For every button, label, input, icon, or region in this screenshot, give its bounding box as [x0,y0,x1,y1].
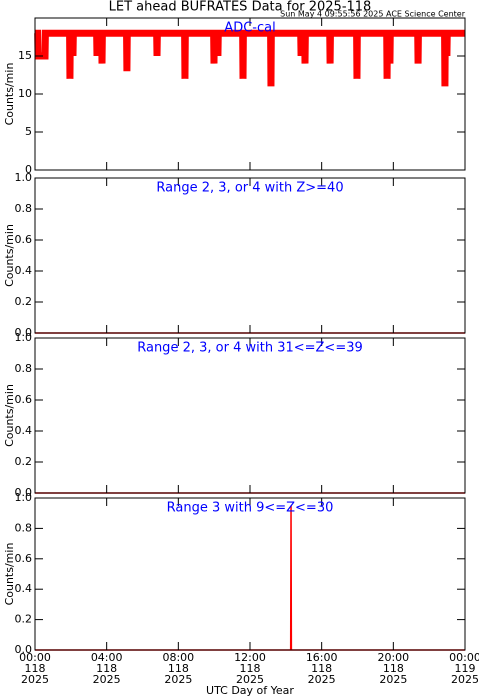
x-tick-year: 2025 [379,673,407,686]
y-tick-label: 0.2 [15,613,33,626]
chart-title: LET ahead BUFRATES Data for 2025-118 [109,0,372,15]
y-axis-label: Counts/min [3,63,16,126]
x-tick-label: 00:00 [19,651,51,664]
x-tick-day: 118 [240,662,261,675]
x-tick-day: 118 [311,662,332,675]
x-tick-label: 16:00 [306,651,338,664]
x-tick-label: 12:00 [234,651,266,664]
x-tick-day: 118 [168,662,189,675]
y-axis-label: Counts/min [3,384,16,447]
x-tick-year: 2025 [93,673,121,686]
x-tick-label: 20:00 [377,651,409,664]
y-tick-label: 0.0 [15,326,33,339]
y-tick-label: 0.4 [15,424,33,437]
y-tick-label: 0.2 [15,295,33,308]
y-axis-label: Counts/min [3,543,16,606]
x-tick-year: 2025 [164,673,192,686]
y-tick-label: 1.0 [15,171,33,184]
x-tick-label: 04:00 [91,651,123,664]
y-tick-label: 0.0 [15,486,33,499]
y-tick-label: 5 [25,125,32,138]
x-axis-label: UTC Day of Year [206,684,294,697]
y-tick-label: 0.2 [15,455,33,468]
panel-title: Range 3 with 9<=Z<=30 [167,501,334,516]
y-tick-label: 0.8 [15,202,33,215]
x-tick-year: 2025 [21,673,49,686]
x-tick-year: 2025 [451,673,479,686]
x-tick-day: 118 [383,662,404,675]
y-axis-label: Counts/min [3,224,16,287]
y-tick-label: 0.4 [15,264,33,277]
x-tick-label: 00:00 [449,651,479,664]
data-line [34,29,465,87]
panel-title: Range 2, 3, or 4 with 31<=Z<=39 [137,341,363,356]
y-tick-label: 0.8 [15,362,33,375]
y-tick-label: 0.4 [15,582,33,595]
y-tick-label: 0.6 [15,233,33,246]
x-tick-day: 118 [25,662,46,675]
y-tick-label: 10 [18,87,32,100]
x-tick-day: 118 [96,662,117,675]
y-tick-label: 0.8 [15,521,33,534]
x-tick-label: 08:00 [162,651,194,664]
y-tick-label: 0.6 [15,393,33,406]
y-tick-label: 0.0 [15,643,33,656]
y-tick-label: 1.0 [15,491,33,504]
x-tick-day: 119 [455,662,476,675]
y-tick-label: 1.0 [15,331,33,344]
timestamp: Sun May 4 09:55:56 2025 ACE Science Cent… [280,10,466,19]
panel-title: Range 2, 3, or 4 with Z>=40 [156,181,343,196]
x-tick-year: 2025 [236,673,264,686]
y-tick-label: 0 [25,163,32,176]
panel-title: ADC-cal [224,21,275,36]
y-tick-label: 0.6 [15,552,33,565]
x-tick-year: 2025 [308,673,336,686]
y-tick-label: 15 [18,49,32,62]
